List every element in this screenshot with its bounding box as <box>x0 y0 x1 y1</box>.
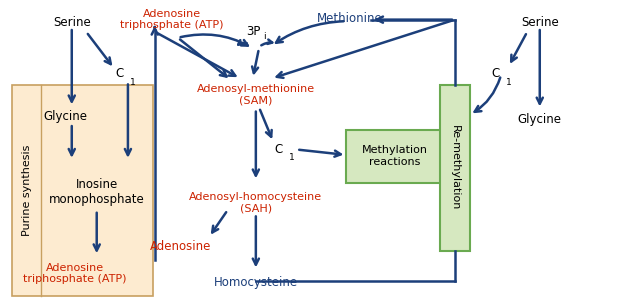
Text: i: i <box>263 32 266 41</box>
Text: C: C <box>492 67 500 81</box>
Text: C: C <box>275 143 283 156</box>
Text: Serine: Serine <box>521 16 558 29</box>
Text: Adenosine
triphosphate (ATP): Adenosine triphosphate (ATP) <box>23 262 127 284</box>
Text: 3P: 3P <box>246 25 261 38</box>
Text: 1: 1 <box>130 78 135 87</box>
FancyBboxPatch shape <box>346 130 443 183</box>
Text: Adenosyl-homocysteine
(SAH): Adenosyl-homocysteine (SAH) <box>189 191 323 213</box>
Text: Methionine: Methionine <box>316 11 383 25</box>
Text: Methylation
reactions: Methylation reactions <box>362 146 427 167</box>
Text: Purine synthesis: Purine synthesis <box>22 145 32 236</box>
Text: Adenosine: Adenosine <box>150 239 212 253</box>
FancyBboxPatch shape <box>12 85 153 296</box>
Text: C: C <box>115 67 124 81</box>
Text: 1: 1 <box>289 153 295 162</box>
Text: Inosine
monophosphate: Inosine monophosphate <box>49 178 145 206</box>
Text: Serine: Serine <box>53 16 90 29</box>
Text: Glycine: Glycine <box>44 110 87 123</box>
Text: 1: 1 <box>506 78 512 87</box>
Text: Adenosine
triphosphate (ATP): Adenosine triphosphate (ATP) <box>120 9 223 31</box>
Text: Adenosyl-methionine
(SAM): Adenosyl-methionine (SAM) <box>197 84 315 106</box>
FancyBboxPatch shape <box>440 85 470 251</box>
Text: Re-methylation: Re-methylation <box>450 125 460 210</box>
Text: Homocysteine: Homocysteine <box>214 276 298 289</box>
Text: Glycine: Glycine <box>518 113 562 126</box>
